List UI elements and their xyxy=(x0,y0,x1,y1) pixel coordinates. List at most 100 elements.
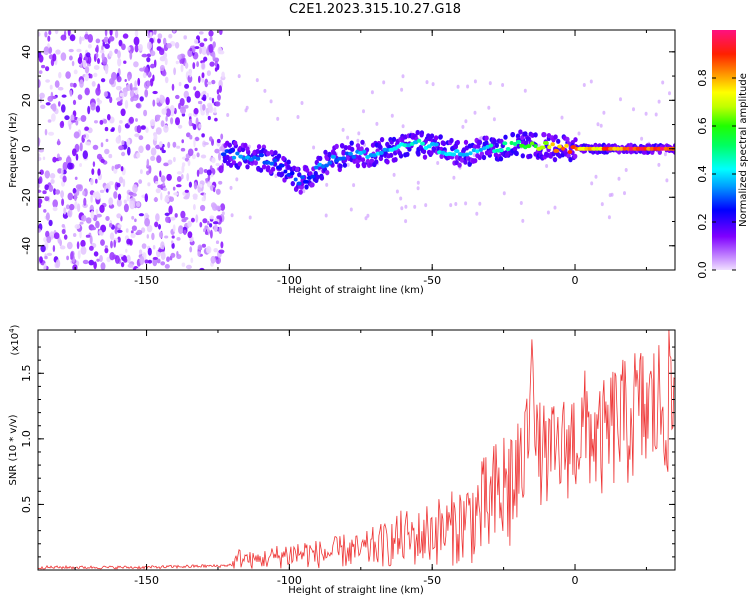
noise-speckle xyxy=(188,113,193,118)
noise-speckle xyxy=(164,264,170,269)
signal-halo xyxy=(245,164,250,170)
noise-speckle xyxy=(221,211,225,216)
signal-halo xyxy=(350,146,355,152)
noise-speckle xyxy=(45,230,50,238)
noise-speckle xyxy=(663,152,667,157)
noise-speckle xyxy=(38,176,43,184)
x-tick-label: -150 xyxy=(134,274,159,287)
noise-speckle xyxy=(123,60,127,64)
noise-speckle xyxy=(100,239,105,246)
colorbar-tick-label: 0.8 xyxy=(696,69,709,87)
noise-speckle xyxy=(167,191,170,195)
noise-speckle xyxy=(183,229,187,236)
noise-speckle xyxy=(180,64,184,73)
noise-speckle xyxy=(117,124,122,134)
noise-speckle xyxy=(452,175,456,180)
noise-speckle xyxy=(204,225,209,230)
noise-speckle xyxy=(114,255,120,264)
noise-speckle xyxy=(108,197,114,206)
noise-speckle xyxy=(187,220,192,228)
noise-speckle xyxy=(436,161,440,165)
noise-speckle xyxy=(141,53,148,58)
noise-speckle xyxy=(198,75,201,83)
noise-speckle xyxy=(108,36,115,42)
noise-speckle xyxy=(122,88,128,97)
noise-speckle xyxy=(129,82,133,91)
noise-speckle xyxy=(102,40,106,47)
signal-halo xyxy=(323,149,328,155)
noise-speckle xyxy=(488,81,492,86)
noise-speckle xyxy=(206,169,212,176)
noise-speckle xyxy=(44,31,48,38)
noise-speckle xyxy=(105,138,109,142)
noise-speckle xyxy=(61,198,65,206)
noise-speckle xyxy=(204,231,209,235)
noise-speckle xyxy=(196,152,200,158)
signal-core xyxy=(461,152,466,157)
noise-speckle xyxy=(149,119,156,127)
noise-speckle xyxy=(215,101,221,107)
noise-speckle xyxy=(76,241,80,250)
noise-speckle xyxy=(155,188,161,194)
noise-speckle xyxy=(100,78,106,83)
signal-core xyxy=(300,175,305,180)
noise-speckle xyxy=(95,178,98,184)
signal-halo xyxy=(505,151,510,158)
noise-speckle xyxy=(187,159,191,167)
snr-ticks: -150 -100 -50 0 0.5 1.0 1.5 xyxy=(20,330,675,587)
signal-core xyxy=(643,146,648,151)
noise-speckle xyxy=(230,213,234,218)
signal-halo xyxy=(533,132,538,138)
colorbar-tick-label: 0.2 xyxy=(696,213,709,231)
noise-speckle xyxy=(73,192,78,202)
signal-halo xyxy=(393,157,398,163)
noise-speckle xyxy=(602,110,606,115)
noise-speckle xyxy=(218,85,222,93)
snr-xlabel: Height of straight line (km) xyxy=(288,585,424,596)
noise-speckle xyxy=(38,203,42,208)
signal-halo xyxy=(492,138,497,144)
signal-halo xyxy=(237,161,242,167)
noise-speckle xyxy=(194,136,200,142)
noise-speckle xyxy=(119,120,123,124)
signal-halo xyxy=(429,133,435,139)
noise-speckle xyxy=(51,103,57,112)
signal-core xyxy=(612,146,617,151)
noise-speckle xyxy=(122,178,126,188)
noise-speckle xyxy=(163,124,169,133)
signal-halo xyxy=(349,140,354,146)
signal-halo xyxy=(524,140,529,146)
noise-speckle xyxy=(502,191,506,196)
noise-speckle xyxy=(116,213,122,219)
noise-speckle xyxy=(149,78,154,87)
noise-speckle xyxy=(85,217,92,224)
noise-speckle xyxy=(161,108,167,115)
noise-speckle xyxy=(171,83,175,91)
signal-halo xyxy=(309,182,314,188)
colorbar: 0.0 0.2 0.4 0.6 0.8 Normalized spectral ampl… xyxy=(696,30,749,279)
noise-speckle xyxy=(198,167,204,175)
noise-speckle xyxy=(58,71,62,79)
noise-speckle xyxy=(134,218,137,223)
signal-core xyxy=(450,152,457,157)
noise-speckle xyxy=(97,58,100,64)
noise-speckle xyxy=(180,210,186,219)
noise-speckle xyxy=(188,181,192,188)
noise-speckle xyxy=(60,190,64,199)
noise-speckle xyxy=(521,218,525,223)
noise-speckle xyxy=(596,122,600,127)
noise-speckle xyxy=(184,157,190,162)
noise-speckle xyxy=(170,117,174,125)
noise-speckle xyxy=(38,156,42,162)
noise-speckle xyxy=(195,214,199,223)
signal-core xyxy=(557,144,562,149)
signal-halo xyxy=(281,155,286,162)
noise-speckle xyxy=(212,41,216,48)
signal-core xyxy=(296,181,302,186)
noise-speckle xyxy=(657,162,661,167)
noise-speckle xyxy=(201,133,205,138)
signal-core xyxy=(258,153,265,158)
signal-halo xyxy=(362,163,367,169)
noise-speckle xyxy=(81,215,87,222)
noise-speckle xyxy=(117,57,122,67)
